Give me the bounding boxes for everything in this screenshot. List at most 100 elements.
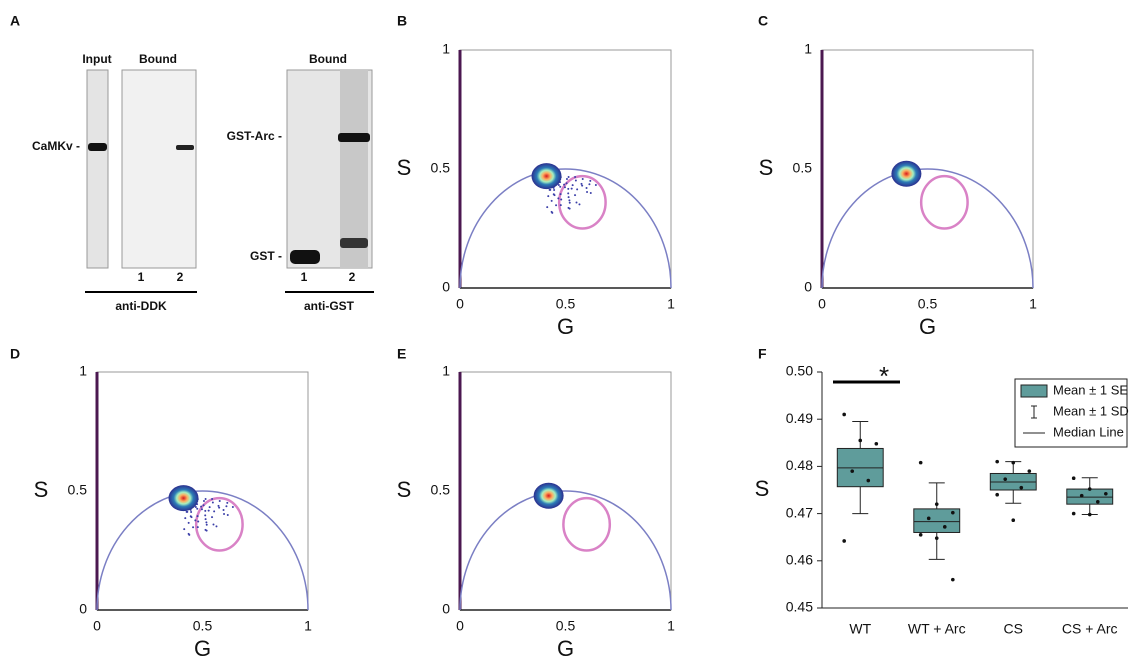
scatter-dot xyxy=(551,200,553,202)
y-tick-label: 0.47 xyxy=(786,504,813,520)
y-tick-label: 0.48 xyxy=(786,457,813,473)
x-tick-label: 1 xyxy=(667,296,675,312)
x-tick-label: WT xyxy=(849,621,871,637)
scatter-dot xyxy=(568,199,570,201)
data-point xyxy=(1080,494,1084,498)
data-point xyxy=(951,511,955,515)
y-axis-title: S xyxy=(397,155,412,180)
scatter-dot xyxy=(560,199,562,201)
scatter-dot xyxy=(201,508,203,510)
x-tick-label: 0 xyxy=(456,296,464,312)
data-point xyxy=(850,469,854,473)
scatter-dot xyxy=(223,513,225,515)
y-tick-label: 0.45 xyxy=(786,599,813,615)
scatter-dot xyxy=(188,533,190,535)
density-cluster xyxy=(534,483,564,509)
scatter-dot xyxy=(183,528,185,530)
scatter-dot xyxy=(559,186,561,188)
data-point xyxy=(927,517,931,521)
y-tick-label: 0.5 xyxy=(431,160,451,176)
y-tick-label: 0.5 xyxy=(793,160,813,176)
blot-panel: A Input Bound CaMKv - 1 2 anti-DDK Bound… xyxy=(10,13,374,313)
data-point xyxy=(1019,486,1023,490)
scatter-dot xyxy=(576,188,578,190)
scatter-dot xyxy=(188,522,190,524)
scatter-dot xyxy=(219,500,221,502)
panel-label: D xyxy=(10,346,20,362)
x-axis-title: G xyxy=(919,314,936,339)
scatter-dot xyxy=(217,505,219,507)
data-point xyxy=(919,461,923,465)
data-point xyxy=(1003,477,1007,481)
scatter-dot xyxy=(197,521,199,523)
x-axis-title: G xyxy=(557,314,574,339)
scatter-dot xyxy=(205,498,207,500)
scatter-dot xyxy=(205,518,207,520)
scatter-dot xyxy=(204,510,206,512)
universal-semicircle xyxy=(822,169,1033,288)
scatter-dot xyxy=(209,506,211,508)
scatter-dot xyxy=(551,211,553,213)
scatter-dot xyxy=(197,526,199,528)
data-point xyxy=(995,493,999,497)
lane-number: 2 xyxy=(177,270,184,284)
scatter-dot xyxy=(200,506,202,508)
x-tick-label: 0.5 xyxy=(918,296,938,312)
y-tick-label: 1 xyxy=(442,363,450,379)
scatter-dot xyxy=(232,506,234,508)
x-tick-label: 0.5 xyxy=(556,618,576,634)
scatter-dot xyxy=(560,193,562,195)
density-cluster xyxy=(891,161,921,187)
y-axis-title: S xyxy=(759,155,774,180)
scatter-dot xyxy=(575,180,577,182)
figure: A Input Bound CaMKv - 1 2 anti-DDK Bound… xyxy=(0,0,1132,662)
scatter-dot xyxy=(578,203,580,205)
x-tick-label: 0.5 xyxy=(556,296,576,312)
data-point xyxy=(1096,500,1100,504)
y-tick-label: 0.5 xyxy=(68,482,88,498)
data-point xyxy=(1072,512,1076,516)
y-tick-label: 0 xyxy=(804,279,812,295)
band-label: GST - xyxy=(250,249,282,263)
scatter-dot xyxy=(197,515,199,517)
scatter-dot xyxy=(225,505,227,507)
y-axis-title: S xyxy=(397,477,412,502)
y-axis-title: S xyxy=(755,476,770,501)
data-point xyxy=(943,525,947,529)
reference-circle xyxy=(921,176,967,228)
blot-strip xyxy=(122,70,196,268)
scatter-dot xyxy=(549,189,551,191)
scatter-dot xyxy=(571,188,573,190)
scatter-dot xyxy=(566,182,568,184)
x-tick-label: 0 xyxy=(456,618,464,634)
y-tick-label: 1 xyxy=(442,41,450,57)
legend-label: Median Line xyxy=(1053,424,1124,439)
scatter-dot xyxy=(566,178,568,180)
data-point xyxy=(919,533,923,537)
scatter-dot xyxy=(554,194,556,196)
lane-header: Bound xyxy=(309,52,347,66)
scatter-dot xyxy=(203,500,205,502)
scatter-dot xyxy=(190,511,192,513)
antibody-label: anti-GST xyxy=(304,299,355,313)
scatter-dot xyxy=(563,184,565,186)
band xyxy=(88,143,107,151)
scatter-dot xyxy=(211,516,213,518)
x-tick-label: CS xyxy=(1004,621,1023,637)
scatter-dot xyxy=(205,521,207,523)
data-point xyxy=(935,536,939,540)
x-tick-label: 1 xyxy=(304,618,312,634)
data-point xyxy=(951,578,955,582)
y-tick-label: 0 xyxy=(79,601,87,617)
x-tick-label: 1 xyxy=(1029,296,1037,312)
data-point xyxy=(842,413,846,417)
panel-label: F xyxy=(758,346,767,362)
scatter-dot xyxy=(588,183,590,185)
universal-semicircle xyxy=(460,491,671,610)
lane-header: Bound xyxy=(139,52,177,66)
antibody-label: anti-DDK xyxy=(115,299,167,313)
scatter-dot xyxy=(212,523,214,525)
scatter-dot xyxy=(574,176,576,178)
scatter-dot xyxy=(211,498,213,500)
scatter-dot xyxy=(586,187,588,189)
